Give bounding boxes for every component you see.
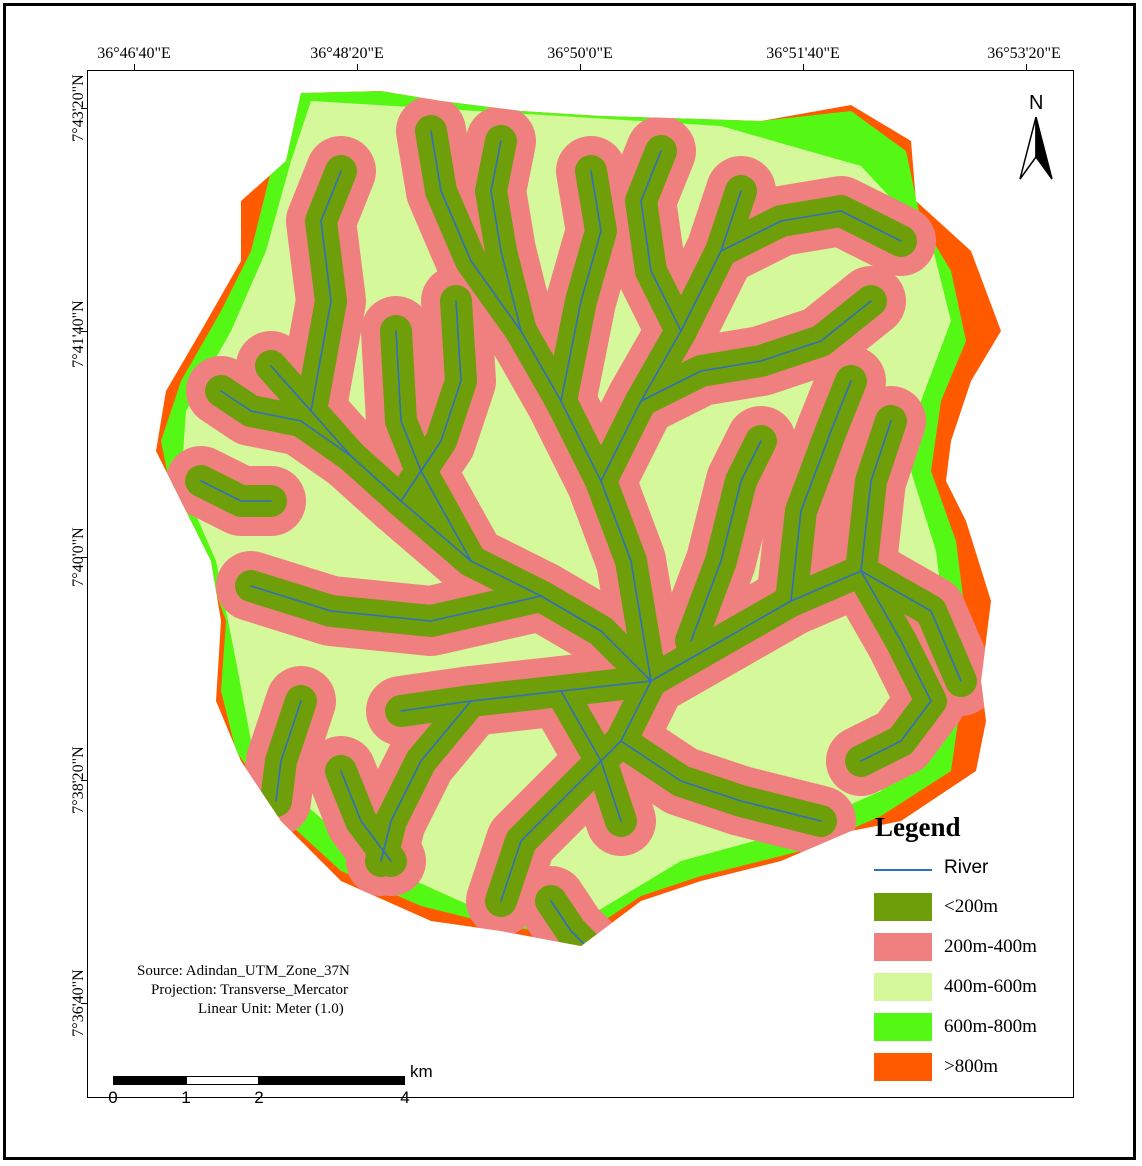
north-arrow-icon xyxy=(1019,116,1053,180)
legend-item-river: River xyxy=(870,857,1070,893)
north-arrow-label: N xyxy=(1029,92,1044,114)
river-segment xyxy=(790,380,852,602)
river-segment xyxy=(340,770,392,862)
graticule-tick xyxy=(81,557,87,558)
graticule-tick xyxy=(357,64,358,70)
longitude-label: 36°51'40"E xyxy=(766,45,840,62)
river-network xyxy=(200,130,962,946)
legend-swatch xyxy=(874,893,932,921)
legend-item: 400m-600m xyxy=(870,973,1070,1013)
source-line: Source: Adindan_UTM_Zone_37N xyxy=(137,963,350,979)
legend-label: 400m-600m xyxy=(944,976,1037,997)
river-segment xyxy=(400,300,462,502)
scale-bar-segment xyxy=(186,1076,259,1085)
linear-unit-line: Linear Unit: Meter (1.0) xyxy=(198,1001,344,1017)
longitude-label: 36°50'0"E xyxy=(547,45,613,62)
river-segment xyxy=(620,740,822,822)
river-segment xyxy=(400,680,652,712)
outer-frame xyxy=(3,3,1136,1160)
river-segment xyxy=(490,140,522,332)
scale-bar-label: 0 xyxy=(108,1088,118,1107)
legend-item: 200m-400m xyxy=(870,933,1070,973)
latitude-label: 7°41'40"N xyxy=(70,300,87,368)
legend-item: <200m xyxy=(870,893,1070,933)
river-segment xyxy=(860,420,892,572)
legend-label: 600m-800m xyxy=(944,1016,1037,1037)
longitude-label: 36°48'20"E xyxy=(310,45,384,62)
scale-bar-unit: km xyxy=(410,1062,433,1081)
graticule-tick xyxy=(81,780,87,781)
river-segment xyxy=(640,300,872,402)
scale-bar-label: 1 xyxy=(181,1088,191,1107)
river-segment xyxy=(310,170,342,412)
legend-swatch xyxy=(874,1053,932,1081)
graticule-tick xyxy=(134,64,135,70)
legend-title: Legend xyxy=(875,812,961,842)
map-frame xyxy=(87,70,1074,1098)
legend-label: >800m xyxy=(944,1056,998,1077)
projection-line: Projection: Transverse_Mercator xyxy=(151,982,349,998)
longitude-label: 36°53'20"E xyxy=(987,45,1061,62)
river-segment xyxy=(640,150,682,332)
river-segment xyxy=(380,700,472,862)
graticule-tick xyxy=(81,331,87,332)
legend-swatch xyxy=(874,933,932,961)
source-info: Source: Adindan_UTM_Zone_37N Projection:… xyxy=(137,962,350,1019)
river-segment xyxy=(220,390,352,457)
graticule-tick xyxy=(803,64,804,70)
legend-item: 600m-800m xyxy=(870,1013,1070,1053)
legend-swatch xyxy=(874,1013,932,1041)
scale-bar-label: 4 xyxy=(400,1088,410,1107)
scale-bar-segment xyxy=(113,1076,186,1085)
river-segment xyxy=(560,170,602,402)
river-line-icon xyxy=(874,869,932,871)
legend-label: <200m xyxy=(944,896,998,917)
graticule-tick xyxy=(81,108,87,109)
scale-bar-segment xyxy=(259,1076,405,1085)
graticule-tick xyxy=(81,1003,87,1004)
river-segment xyxy=(270,365,652,682)
river-segment xyxy=(860,570,932,762)
river-segment xyxy=(430,130,652,682)
legend-label: 200m-400m xyxy=(944,936,1037,957)
river-segment xyxy=(650,570,962,682)
watershed-map[interactable] xyxy=(88,71,1074,1098)
graticule-tick xyxy=(1026,64,1027,70)
graticule-tick xyxy=(580,64,581,70)
scale-bar-label: 2 xyxy=(254,1088,264,1107)
river-segment xyxy=(560,690,622,822)
legend-label: River xyxy=(944,857,989,878)
river-segment xyxy=(690,440,762,642)
river-segment xyxy=(395,330,472,562)
legend-item: >800m xyxy=(870,1053,1070,1093)
river-segment xyxy=(720,210,902,252)
river-segment xyxy=(500,680,652,902)
river-segment xyxy=(275,700,302,802)
legend: Legend River <200m 200m-400m 400m-600m 6… xyxy=(870,812,1070,1093)
river-segment xyxy=(250,585,542,622)
legend-swatch xyxy=(874,973,932,1001)
longitude-label: 36°46'40"E xyxy=(97,45,171,62)
river-segment xyxy=(200,480,272,502)
